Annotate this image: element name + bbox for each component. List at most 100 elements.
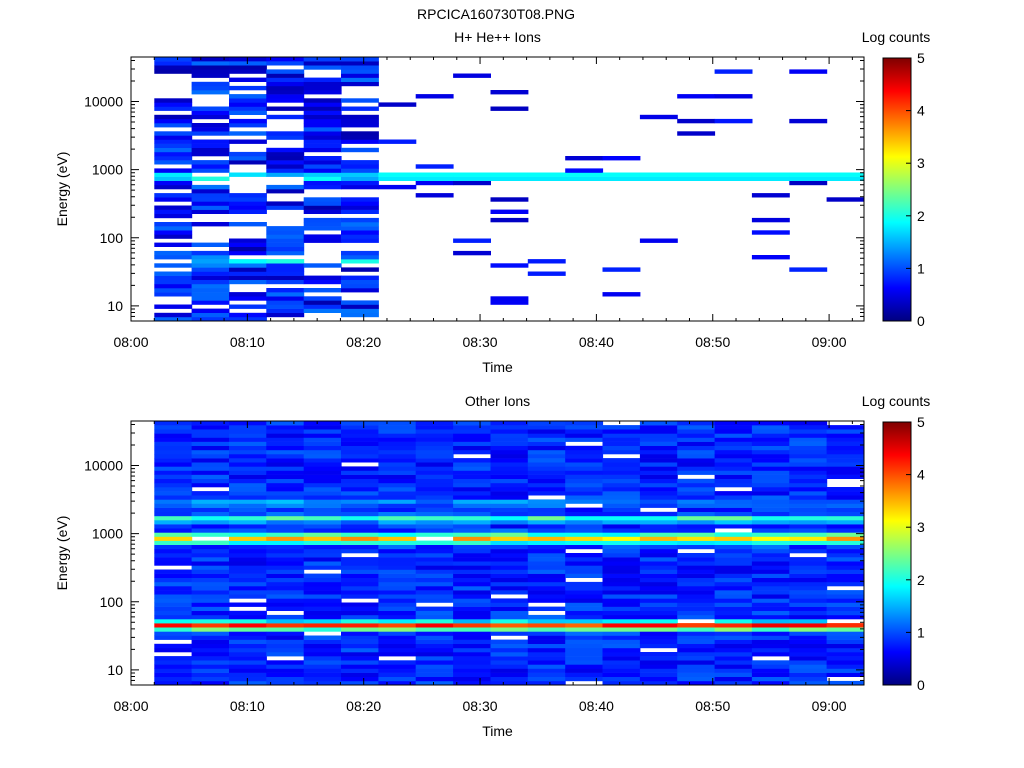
colorbar-tick-label: 4: [917, 467, 925, 483]
heatmap-cell: [229, 495, 267, 500]
heatmap-cell: [229, 242, 267, 247]
heatmap-cell: [453, 577, 491, 583]
heatmap-cell: [714, 445, 753, 451]
heatmap-cell: [266, 94, 305, 99]
colorbar-label: Log counts: [862, 29, 931, 45]
heatmap-cell: [789, 454, 828, 459]
heatmap-cell: [341, 672, 379, 677]
heatmap-cell: [266, 619, 305, 624]
heatmap-cell: [639, 466, 678, 471]
heatmap-cell: [154, 421, 193, 426]
heatmap-cell: [154, 656, 193, 661]
heatmap-cell: [565, 449, 604, 455]
heatmap-cell: [266, 462, 305, 467]
heatmap-cell: [341, 197, 379, 202]
heatmap-cell: [490, 557, 529, 562]
heatmap-cell: [602, 627, 641, 632]
heatmap-cell: [490, 300, 529, 305]
colorbar-tick-label: 3: [917, 519, 925, 535]
heatmap-cell: [751, 652, 790, 657]
heatmap-cell: [341, 135, 379, 140]
heatmap-cell: [714, 507, 753, 512]
heatmap-cell: [341, 312, 379, 318]
heatmap-cell: [453, 478, 491, 484]
heatmap-cell: [415, 466, 454, 471]
heatmap-cell: [751, 433, 790, 438]
y-tick-label: 10: [107, 662, 123, 678]
heatmap-cell: [191, 73, 230, 78]
heatmap-cell: [751, 561, 790, 566]
heatmap-cell: [191, 507, 230, 512]
heatmap-cell: [639, 631, 678, 636]
heatmap-cell: [266, 296, 305, 301]
heatmap-cell: [639, 425, 678, 430]
heatmap-cell: [789, 180, 828, 186]
heatmap-cell: [490, 106, 529, 111]
heatmap-cell: [154, 507, 193, 512]
heatmap-cell: [378, 660, 417, 665]
heatmap-cell: [677, 515, 716, 521]
heatmap-cell: [826, 606, 865, 611]
heatmap-cell: [191, 454, 230, 459]
heatmap-cell: [565, 581, 604, 587]
heatmap-cell: [154, 569, 193, 574]
heatmap-cell: [229, 515, 267, 521]
heatmap-cell: [490, 90, 529, 95]
heatmap-cell: [789, 557, 828, 562]
heatmap-cell: [154, 151, 193, 157]
heatmap-cell: [303, 643, 342, 649]
heatmap-cell: [341, 437, 379, 442]
heatmap-cell: [191, 664, 230, 669]
heatmap-cell: [490, 676, 529, 682]
heatmap-cell: [453, 441, 491, 446]
heatmap-cell: [341, 429, 379, 434]
heatmap-cell: [154, 470, 193, 475]
heatmap-cell: [229, 664, 267, 669]
heatmap-cell: [191, 275, 230, 280]
heatmap-cell: [602, 503, 641, 508]
heatmap-cell: [341, 230, 379, 235]
heatmap-cell: [154, 454, 193, 459]
heatmap-cell: [602, 557, 641, 562]
heatmap-cell: [826, 548, 865, 554]
heatmap-cell: [639, 635, 678, 640]
heatmap-cell: [453, 581, 491, 587]
heatmap-cell: [378, 176, 417, 181]
heatmap-cell: [415, 520, 454, 525]
heatmap-cell: [751, 470, 790, 475]
heatmap-cell: [191, 90, 230, 95]
heatmap-cell: [266, 106, 305, 111]
heatmap-cell: [714, 429, 753, 434]
heatmap-cell: [378, 462, 417, 467]
heatmap-cell: [415, 569, 454, 574]
heatmap-cell: [527, 487, 566, 492]
heatmap-cell: [154, 312, 193, 318]
heatmap-cell: [378, 491, 417, 496]
heatmap-cell: [341, 561, 379, 566]
heatmap-cell: [826, 176, 865, 181]
heatmap-cell: [789, 520, 828, 525]
heatmap-cell: [602, 425, 641, 430]
heatmap-cell: [565, 656, 604, 661]
heatmap-cell: [565, 664, 604, 669]
heatmap-cell: [751, 553, 790, 558]
heatmap-cell: [378, 672, 417, 677]
heatmap-cell: [826, 449, 865, 455]
heatmap-cell: [677, 676, 716, 682]
heatmap-cell: [154, 131, 193, 136]
heatmap-cell: [714, 647, 753, 653]
heatmap-cell: [751, 540, 790, 545]
heatmap-cell: [714, 652, 753, 657]
heatmap-cell: [602, 172, 641, 177]
heatmap-cell: [341, 676, 379, 682]
heatmap-cell: [266, 557, 305, 562]
heatmap-cell: [677, 520, 716, 525]
heatmap-cell: [266, 594, 305, 599]
heatmap-cell: [677, 503, 716, 508]
heatmap-cell: [453, 668, 491, 673]
heatmap-cell: [229, 271, 267, 276]
heatmap-cell: [229, 160, 267, 165]
heatmap-cell: [527, 569, 566, 574]
heatmap-cell: [490, 660, 529, 665]
heatmap-cell: [490, 176, 529, 181]
